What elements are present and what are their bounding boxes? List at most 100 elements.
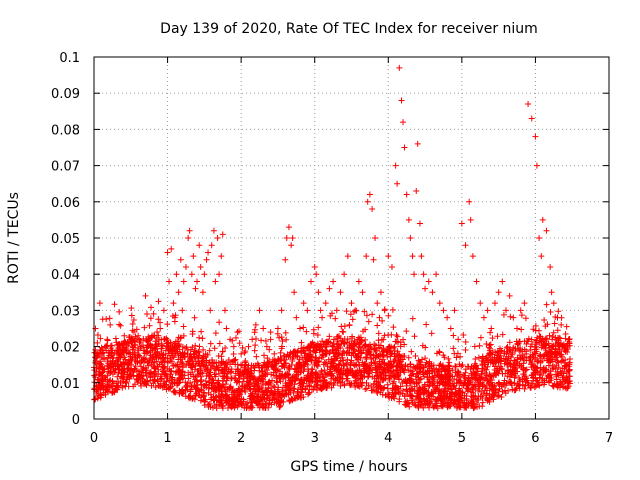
data-point <box>385 365 392 372</box>
data-point <box>446 362 453 369</box>
data-point <box>408 348 415 355</box>
data-point <box>311 263 318 270</box>
data-point <box>412 402 419 409</box>
data-point <box>148 304 155 311</box>
x-tick-label: 0 <box>90 431 98 446</box>
data-point <box>268 401 275 408</box>
data-point <box>471 360 478 367</box>
data-point <box>258 385 265 392</box>
data-point <box>394 366 401 373</box>
data-point <box>215 383 222 390</box>
data-point <box>541 377 548 384</box>
data-point <box>511 362 518 369</box>
data-point <box>328 310 335 317</box>
data-point <box>211 371 218 378</box>
data-point <box>103 347 110 354</box>
data-point <box>452 363 459 370</box>
data-point <box>136 339 143 346</box>
data-point <box>114 357 121 364</box>
data-point <box>324 383 331 390</box>
data-point <box>199 335 206 342</box>
data-point <box>507 313 514 320</box>
data-point <box>166 278 173 285</box>
data-point <box>313 271 320 278</box>
data-point <box>422 387 429 394</box>
data-point <box>422 400 429 407</box>
data-point <box>356 362 363 369</box>
x-tick-label: 5 <box>458 431 466 446</box>
data-point <box>154 348 161 355</box>
data-point <box>175 343 182 350</box>
data-point <box>550 300 557 307</box>
y-tick-label: 0.03 <box>51 304 80 319</box>
data-point <box>416 369 423 376</box>
data-point <box>302 350 309 357</box>
data-point <box>246 377 253 384</box>
data-point <box>384 353 391 360</box>
data-point <box>459 400 466 407</box>
data-point <box>346 349 353 356</box>
data-point <box>126 349 133 356</box>
data-point <box>147 349 154 356</box>
data-point <box>225 356 232 363</box>
data-point <box>358 349 365 356</box>
data-point <box>400 378 407 385</box>
data-point <box>164 343 171 350</box>
data-point <box>390 324 397 331</box>
data-point <box>456 361 463 368</box>
data-point <box>232 370 239 377</box>
data-point <box>479 362 486 369</box>
data-point <box>179 390 186 397</box>
data-point <box>185 235 192 241</box>
data-point <box>167 371 174 378</box>
data-point <box>409 315 416 322</box>
data-point <box>308 278 315 285</box>
data-point <box>133 335 140 342</box>
data-point <box>205 401 212 408</box>
data-point <box>418 253 425 260</box>
data-point <box>337 344 344 351</box>
data-point <box>394 373 401 380</box>
data-point <box>259 394 266 401</box>
data-point <box>245 369 252 376</box>
data-point <box>429 373 436 380</box>
data-point <box>177 335 184 342</box>
data-point <box>266 346 273 353</box>
data-point <box>458 220 465 227</box>
data-point <box>96 300 103 307</box>
data-point <box>490 360 497 367</box>
data-point <box>192 342 199 349</box>
data-point <box>333 355 340 362</box>
data-point <box>536 352 543 359</box>
data-point <box>236 340 243 347</box>
data-point <box>205 249 212 256</box>
data-point <box>156 336 163 343</box>
data-point <box>382 392 389 399</box>
data-point <box>527 384 534 391</box>
data-point <box>206 373 213 380</box>
data-point <box>293 371 300 378</box>
data-point <box>359 379 366 386</box>
data-point <box>113 386 120 393</box>
data-point <box>303 328 310 335</box>
data-point <box>462 369 469 376</box>
data-point <box>94 331 101 338</box>
data-point <box>560 384 567 391</box>
data-point <box>364 198 371 205</box>
data-point <box>541 342 548 349</box>
data-point <box>316 344 323 351</box>
data-point <box>188 271 195 278</box>
data-point <box>231 357 238 364</box>
data-point <box>516 382 523 389</box>
data-point <box>511 380 518 387</box>
data-point <box>197 378 204 385</box>
data-point <box>435 395 442 402</box>
data-point <box>269 356 276 363</box>
data-point <box>348 300 355 307</box>
data-point <box>319 338 326 345</box>
y-tick-label: 0.09 <box>51 87 80 102</box>
data-point <box>407 380 414 387</box>
data-point <box>109 389 116 396</box>
data-point <box>219 391 226 398</box>
